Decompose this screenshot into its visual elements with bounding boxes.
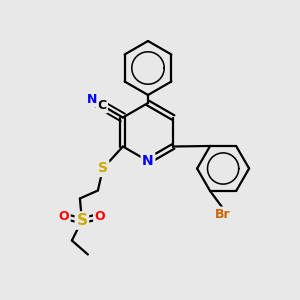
Text: Br: Br (215, 208, 231, 221)
Text: O: O (58, 210, 69, 223)
Text: O: O (94, 210, 105, 223)
Text: N: N (87, 93, 97, 106)
Text: S: S (98, 161, 108, 176)
Text: S: S (76, 213, 87, 228)
Text: N: N (142, 154, 154, 168)
Text: C: C (97, 99, 106, 112)
